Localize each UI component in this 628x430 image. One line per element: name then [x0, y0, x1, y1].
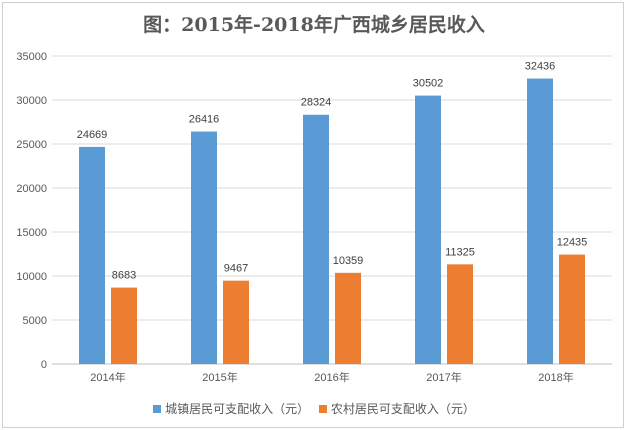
bar	[415, 95, 441, 364]
legend-label-rural: 农村居民可支配收入（元）	[330, 402, 475, 416]
y-tick-label: 35000	[16, 51, 47, 63]
x-tick-label: 2016年	[314, 370, 349, 384]
data-label: 32436	[525, 61, 556, 73]
data-label: 12435	[557, 237, 588, 249]
bar	[191, 131, 217, 364]
legend-item-rural: 农村居民可支配收入（元）	[318, 400, 475, 417]
bar	[111, 287, 137, 364]
data-label: 28324	[301, 97, 332, 109]
legend-swatch-urban	[153, 404, 162, 413]
bar	[303, 114, 329, 364]
data-label: 10359	[333, 255, 364, 267]
legend: 城镇居民可支配收入（元） 农村居民可支配收入（元）	[0, 400, 628, 417]
x-tick-label: 2015年	[202, 370, 237, 384]
y-tick-label: 0	[41, 359, 47, 371]
y-tick-label: 5000	[23, 315, 47, 327]
data-label: 8683	[112, 270, 136, 282]
x-tick-label: 2018年	[538, 370, 573, 384]
y-tick-label: 10000	[16, 271, 47, 283]
bar	[559, 254, 585, 364]
y-tick-label: 25000	[16, 139, 47, 151]
bar	[223, 280, 249, 364]
y-tick-label: 20000	[16, 183, 47, 195]
legend-item-urban: 城镇居民可支配收入（元）	[153, 400, 309, 417]
legend-swatch-rural	[318, 404, 327, 413]
x-tick-label: 2014年	[90, 370, 125, 384]
bar	[79, 146, 105, 364]
bar	[447, 264, 473, 364]
bar	[335, 272, 361, 364]
data-label: 26416	[189, 114, 220, 126]
bar	[527, 78, 553, 364]
data-label: 9467	[224, 263, 248, 275]
legend-label-urban: 城镇居民可支配收入（元）	[165, 402, 310, 416]
y-tick-label: 30000	[16, 95, 47, 107]
data-label: 30502	[413, 78, 444, 90]
data-label: 11325	[445, 246, 475, 258]
chart-title: 图：2015年-2018年广西城乡居民收入	[143, 14, 485, 36]
data-label: 24669	[77, 129, 108, 141]
y-tick-label: 15000	[16, 227, 47, 239]
x-tick-label: 2017年	[426, 370, 461, 384]
